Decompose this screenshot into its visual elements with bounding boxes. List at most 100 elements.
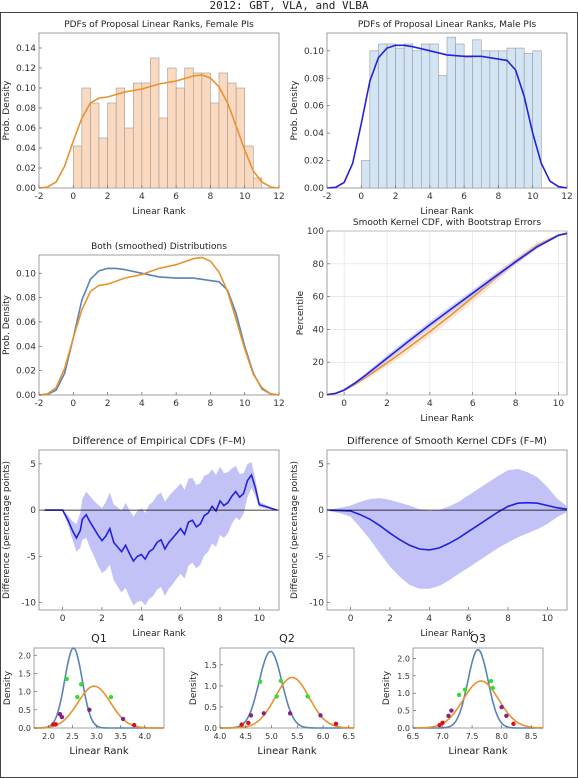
point-marker: [75, 694, 80, 700]
y-tick-label: 0.04: [304, 129, 324, 139]
bar: [201, 72, 211, 189]
y-tick-label: 0.00: [16, 391, 36, 401]
y-tick-label: 0.08: [16, 294, 36, 304]
point-marker: [318, 713, 323, 718]
bar: [244, 145, 254, 189]
x-tick-label: 8.0: [495, 732, 508, 741]
x-tick-label: 5.0: [265, 732, 278, 741]
y-tick-label: 1.0: [204, 682, 217, 691]
y-axis-label: Prob. Density: [2, 294, 12, 355]
y-axis-label: Difference (percentage points): [2, 461, 12, 599]
x-axis-label: Linear Rank: [420, 207, 474, 217]
point-marker: [490, 685, 495, 691]
series-line: [413, 648, 543, 729]
bar: [395, 47, 405, 189]
chart-male_pdf: PDFs of Proposal Linear Ranks, Male PIs -…: [290, 20, 573, 217]
chart-q1: Q1 2.0 2.5 3.0 3.5 4.0 0.0 0.5 1.0 1.5 2.0 Linear R…: [3, 632, 165, 757]
bar: [107, 102, 117, 189]
bar: [438, 75, 448, 189]
figure-canvas: PDFs of Proposal Linear Ranks, Female PI…: [2, 20, 573, 757]
y-tick-label: 0.10: [304, 47, 324, 57]
plot-frame: [326, 449, 568, 611]
x-tick-label: 4: [427, 192, 433, 202]
x-tick-label: 6.0: [317, 732, 330, 741]
error-band: [44, 462, 278, 606]
y-tick-label: 0.0: [397, 724, 410, 733]
y-axis-label: Percentile: [296, 290, 306, 335]
point-marker: [499, 704, 504, 710]
bar: [515, 47, 525, 189]
x-tick-label: 0: [60, 614, 66, 624]
y-tick-label: -5: [27, 552, 36, 562]
x-axis-label: Linear Rank: [132, 207, 186, 217]
bar: [150, 57, 160, 189]
y-tick-label: 0.04: [16, 144, 36, 154]
y-tick-label: 0.00: [16, 184, 36, 194]
x-tick-label: 10: [542, 614, 554, 624]
y-tick-label: 0.14: [16, 44, 36, 54]
x-tick-label: 12: [561, 192, 572, 202]
chart-diff_empirical: Difference of Empirical CDFs (F–M) 0 2 4 6 8 1…: [2, 436, 280, 639]
y-tick-label: 0.5: [18, 706, 31, 715]
chart-title: Q1: [91, 632, 107, 645]
x-tick-label: 4.5: [239, 732, 252, 741]
bar: [124, 127, 134, 189]
chart-title: Both (smoothed) Distributions: [91, 242, 227, 252]
x-tick-label: 7.5: [466, 732, 479, 741]
x-tick-label: 8: [513, 399, 519, 409]
point-marker: [278, 678, 284, 684]
y-tick-label: 0.06: [304, 102, 324, 112]
bar: [184, 67, 194, 189]
y-tick-label: -10: [21, 599, 36, 609]
y-tick-label: 0.02: [16, 367, 36, 377]
x-tick-label: 6: [470, 399, 476, 409]
bar: [420, 43, 431, 189]
chart-title: PDFs of Proposal Linear Ranks, Female PI…: [64, 20, 254, 30]
x-tick-label: 2: [99, 614, 105, 624]
bar: [472, 39, 482, 189]
series-line: [220, 676, 354, 729]
x-tick-label: 6.5: [342, 732, 355, 741]
x-tick-label: 6: [466, 614, 472, 624]
x-tick-label: 6: [178, 614, 184, 624]
x-tick-label: -2: [323, 192, 332, 202]
x-axis-label: Linear Rank: [257, 746, 316, 757]
plot-frame: [38, 449, 280, 611]
point-marker: [456, 692, 462, 698]
bar: [532, 50, 542, 189]
y-tick-label: 0.04: [16, 342, 36, 352]
point-marker: [437, 723, 442, 728]
x-tick-label: 8: [496, 192, 502, 202]
x-tick-label: 8: [208, 192, 214, 202]
x-tick-label: 3.5: [114, 732, 127, 741]
point-marker: [108, 694, 114, 700]
y-tick-label: 0.02: [304, 157, 324, 167]
x-tick-label: 3.0: [90, 732, 103, 741]
chart-female_pdf: PDFs of Proposal Linear Ranks, Female PI…: [2, 20, 285, 217]
y-tick-label: 0.10: [16, 84, 36, 94]
bar: [403, 43, 414, 189]
point-marker: [287, 711, 293, 716]
y-tick-label: 0.06: [16, 318, 36, 328]
point-marker: [51, 722, 56, 727]
bar: [175, 87, 186, 189]
bar: [386, 43, 396, 189]
y-tick-label: 0: [318, 506, 324, 516]
series-line: [326, 501, 568, 551]
point-marker: [274, 694, 279, 699]
plot-frame: [38, 254, 280, 396]
x-tick-label: 10: [239, 192, 251, 202]
x-tick-label: 0: [70, 399, 76, 409]
y-tick-label: 2.0: [18, 651, 31, 660]
point-marker: [120, 716, 126, 722]
x-tick-label: 4: [139, 192, 145, 202]
x-tick-label: 4: [427, 399, 433, 409]
plot-frame: [33, 647, 165, 729]
y-tick-label: 0.0: [18, 724, 31, 733]
point-marker: [258, 679, 263, 684]
x-tick-label: 2.5: [66, 732, 79, 741]
x-tick-label: 4: [139, 399, 145, 409]
x-tick-label: 10: [527, 192, 539, 202]
bar: [412, 50, 422, 189]
x-tick-label: 5.5: [291, 732, 304, 741]
